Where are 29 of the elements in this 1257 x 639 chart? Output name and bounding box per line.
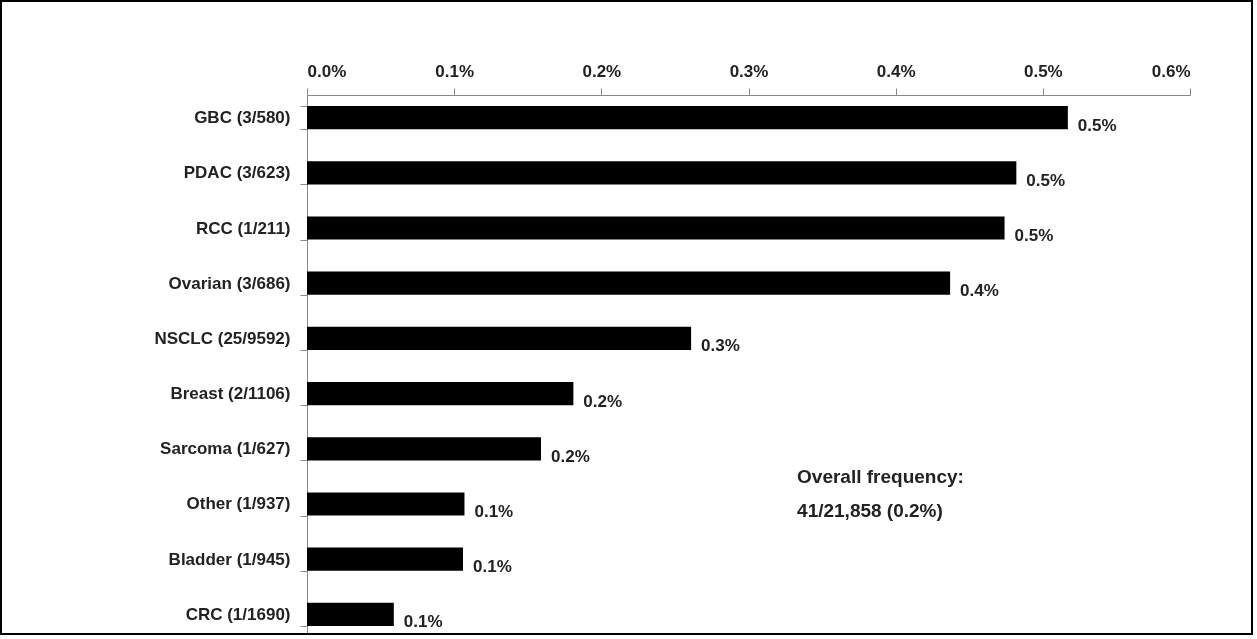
data-label: 0.2% (550, 446, 590, 466)
data-label: 0.1% (403, 612, 443, 632)
y-tick-label: Ovarian (3/686) (168, 273, 291, 293)
x-tick-label: 0.6% (1151, 61, 1191, 81)
x-tick-label: 0.1% (435, 61, 475, 81)
x-tick-label: 0.2% (582, 61, 622, 81)
data-label: 0.1% (474, 501, 514, 521)
data-label: 0.3% (701, 336, 740, 356)
x-tick-label: 0.5% (1023, 61, 1063, 81)
y-tick-label: Breast (2/1106) (170, 384, 291, 404)
y-tick-label: GBC (3/580) (194, 108, 291, 128)
y-tick-label: Bladder (1/945) (168, 549, 291, 569)
y-tick-label: RCC (1/211) (196, 218, 291, 238)
y-tick-label: PDAC (3/623) (183, 163, 291, 183)
x-tick-label: 0.3% (729, 61, 769, 81)
annotation: 41/21,858 (0.2%) (797, 500, 943, 522)
data-label: 0.5% (1014, 226, 1054, 246)
y-tick-label: Other (1/937) (186, 494, 291, 514)
data-label: 0.5% (1026, 170, 1066, 190)
data-label: 0.4% (960, 281, 999, 301)
y-tick-label: NSCLC (25/9592) (154, 328, 291, 348)
data-label: 0.2% (583, 391, 623, 411)
x-tick-label: 0.0% (307, 61, 347, 81)
annotation: Overall frequency: (797, 466, 964, 488)
data-label: 0.5% (1077, 115, 1117, 135)
x-tick-label: 0.4% (876, 61, 916, 81)
y-tick-label: Sarcoma (1/627) (160, 439, 291, 459)
data-label: 0.1% (473, 557, 512, 577)
y-tick-label: CRC (1/1690) (185, 604, 291, 624)
